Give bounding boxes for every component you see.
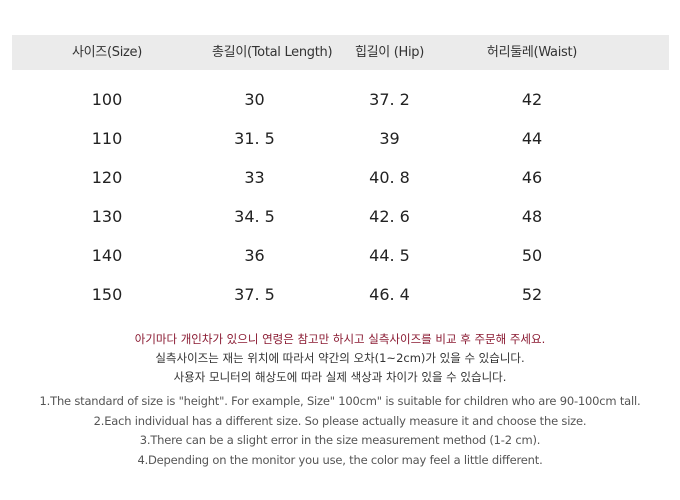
korean-note: 사용자 모니터의 해상도에 따라 실제 색상과 차이가 있을 수 있습니다. xyxy=(173,370,507,384)
table-row: 100 30 37. 2 42 xyxy=(12,85,669,115)
size-cell: 100 xyxy=(91,90,123,109)
table-row: 130 34. 5 42. 6 48 xyxy=(12,202,669,232)
total-length-cell: 31. 5 xyxy=(234,129,275,148)
korean-notes: 아기마다 개인차가 있으니 연령은 참고만 하시고 실측사이즈를 비교 후 주문… xyxy=(0,330,680,387)
header-waist: 허리둘레(Waist) xyxy=(486,45,578,60)
english-notes: 1.The standard of size is "height". For … xyxy=(0,392,680,470)
total-length-cell: 36 xyxy=(244,246,265,265)
total-length-cell: 34. 5 xyxy=(234,207,275,226)
hip-cell: 37. 2 xyxy=(369,90,410,109)
size-cell: 120 xyxy=(91,168,123,187)
waist-cell: 48 xyxy=(521,207,543,226)
total-length-cell: 33 xyxy=(244,168,265,187)
size-cell: 130 xyxy=(91,207,123,226)
waist-cell: 44 xyxy=(521,129,543,148)
waist-cell: 46 xyxy=(521,168,543,187)
header-size: 사이즈(Size) xyxy=(71,45,142,60)
table-row: 140 36 44. 5 50 xyxy=(12,241,669,271)
size-cell: 110 xyxy=(91,129,123,148)
size-table-header: 사이즈(Size) 총길이(Total Length) 힙길이 (Hip) 허리… xyxy=(12,35,669,70)
table-row: 150 37. 5 46. 4 52 xyxy=(12,280,669,310)
hip-cell: 40. 8 xyxy=(369,168,410,187)
header-hip: 힙길이 (Hip) xyxy=(354,45,425,60)
waist-cell: 52 xyxy=(521,285,543,304)
english-note: 4.Depending on the monitor you use, the … xyxy=(137,452,543,467)
hip-cell: 39 xyxy=(379,129,400,148)
size-cell: 140 xyxy=(91,246,123,265)
hip-cell: 44. 5 xyxy=(369,246,410,265)
korean-note: 실측사이즈는 재는 위치에 따라서 약간의 오차(1~2cm)가 있을 수 있습… xyxy=(155,351,525,365)
table-row: 110 31. 5 39 44 xyxy=(12,124,669,154)
english-note: 3.There can be a slight error in the siz… xyxy=(139,433,541,447)
english-note: 2.Each individual has a different size. … xyxy=(93,413,587,428)
english-note: 1.The standard of size is "height". For … xyxy=(39,394,641,408)
hip-cell: 42. 6 xyxy=(369,207,410,226)
waist-cell: 42 xyxy=(521,90,543,109)
korean-note-warning: 아기마다 개인차가 있으니 연령은 참고만 하시고 실측사이즈를 비교 후 주문… xyxy=(134,332,546,346)
hip-cell: 46. 4 xyxy=(369,285,410,304)
waist-cell: 50 xyxy=(521,246,543,265)
table-row: 120 33 40. 8 46 xyxy=(12,163,669,193)
total-length-cell: 30 xyxy=(244,90,265,109)
total-length-cell: 37. 5 xyxy=(234,285,275,304)
header-total-length: 총길이(Total Length) xyxy=(212,45,333,60)
size-cell: 150 xyxy=(91,285,123,304)
